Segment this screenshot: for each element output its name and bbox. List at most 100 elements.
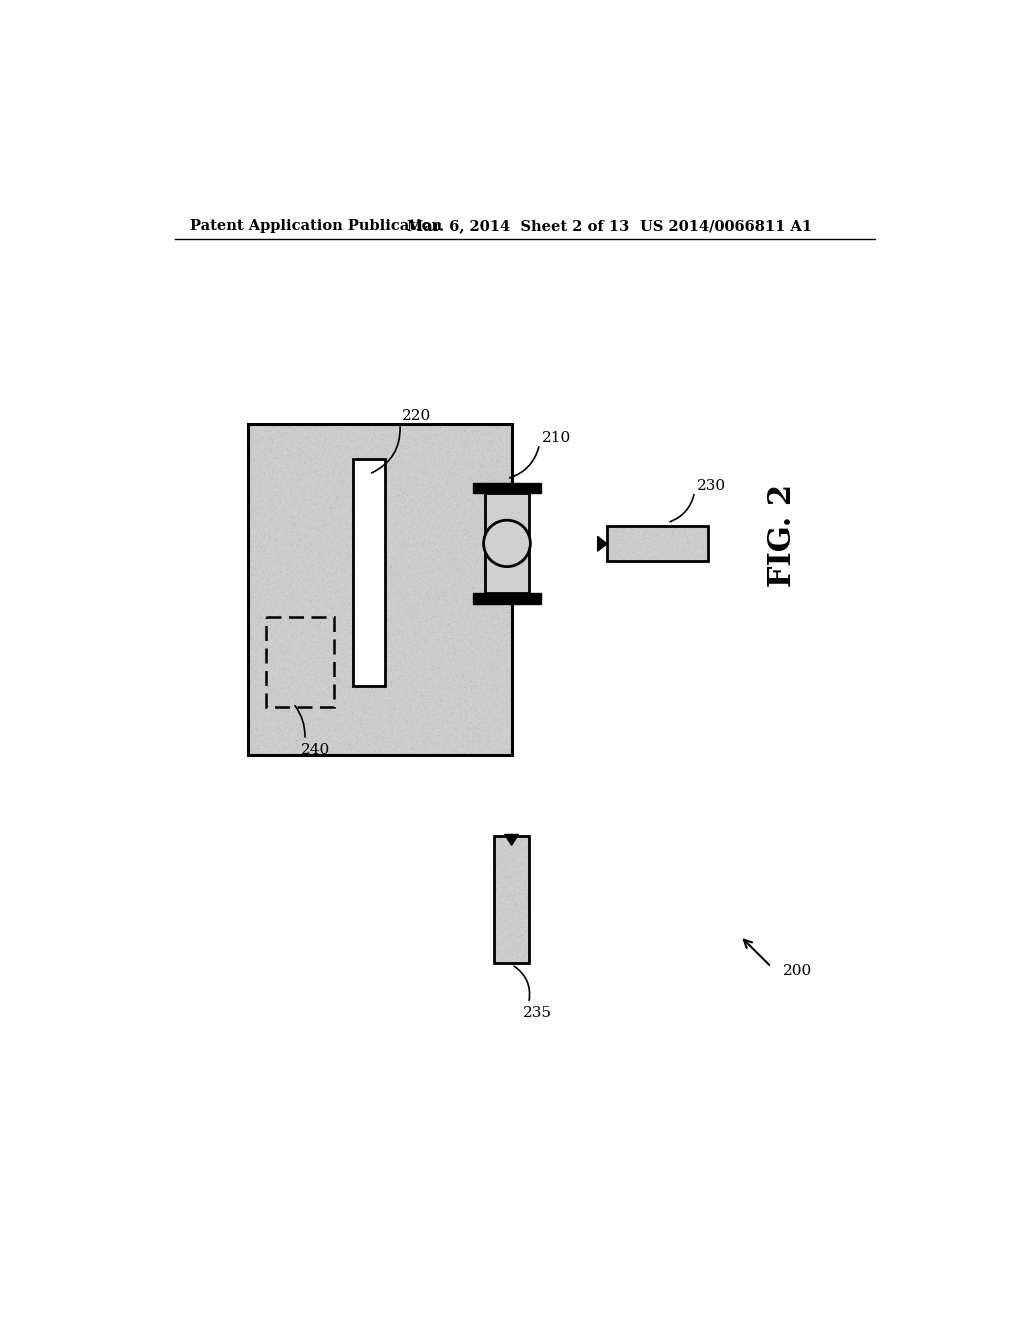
Point	[344, 496, 360, 517]
Point	[258, 475, 274, 496]
Point	[442, 729, 459, 750]
Point	[384, 454, 400, 475]
Point	[252, 651, 268, 672]
Point	[439, 640, 456, 661]
Point	[492, 659, 508, 680]
Point	[329, 454, 345, 475]
Point	[478, 507, 495, 528]
Point	[439, 663, 456, 684]
Point	[263, 675, 280, 696]
Point	[244, 486, 260, 507]
Point	[305, 475, 322, 496]
Point	[297, 413, 313, 434]
Point	[375, 645, 391, 667]
Point	[626, 520, 642, 541]
Point	[351, 717, 368, 738]
Point	[241, 500, 257, 521]
Point	[459, 521, 475, 543]
Point	[308, 611, 325, 632]
Point	[343, 470, 359, 491]
Point	[346, 605, 362, 626]
Point	[340, 577, 356, 598]
Point	[453, 668, 469, 689]
Point	[464, 521, 480, 543]
Point	[404, 442, 421, 463]
Point	[245, 491, 261, 512]
Point	[312, 690, 329, 711]
Point	[384, 660, 400, 681]
Point	[385, 487, 401, 508]
Point	[261, 529, 278, 550]
Point	[441, 632, 458, 653]
Point	[392, 453, 409, 474]
Point	[397, 495, 414, 516]
Point	[353, 656, 370, 677]
Point	[417, 430, 433, 451]
Point	[449, 718, 465, 739]
Point	[269, 459, 286, 480]
Point	[284, 451, 300, 473]
Point	[689, 536, 706, 557]
Point	[387, 651, 403, 672]
Point	[398, 574, 415, 595]
Point	[369, 471, 385, 492]
Point	[302, 677, 318, 698]
Point	[497, 913, 513, 935]
Point	[284, 506, 300, 527]
Point	[407, 668, 423, 689]
Point	[335, 446, 351, 467]
Point	[496, 847, 512, 869]
Point	[273, 682, 290, 704]
Point	[251, 708, 267, 729]
Point	[299, 577, 315, 598]
Point	[468, 630, 484, 651]
Point	[257, 428, 273, 449]
Point	[241, 631, 257, 652]
Point	[423, 684, 439, 705]
Point	[328, 636, 344, 657]
Point	[480, 581, 497, 602]
Point	[424, 541, 440, 562]
Point	[348, 574, 365, 595]
Point	[520, 846, 537, 867]
Point	[314, 540, 331, 561]
Point	[289, 680, 305, 701]
Point	[430, 539, 446, 560]
Point	[499, 673, 515, 694]
Point	[364, 453, 380, 474]
Point	[416, 496, 432, 517]
Point	[379, 657, 395, 678]
Point	[437, 478, 454, 499]
Point	[372, 667, 388, 688]
Point	[461, 544, 477, 565]
Point	[350, 730, 367, 751]
Point	[287, 647, 303, 668]
Point	[337, 660, 353, 681]
Point	[475, 642, 492, 663]
Point	[403, 492, 420, 513]
Point	[312, 602, 329, 623]
Point	[399, 467, 416, 488]
Point	[409, 715, 425, 737]
Point	[496, 591, 512, 612]
Point	[499, 564, 515, 585]
Point	[274, 717, 291, 738]
Point	[398, 623, 415, 644]
Point	[434, 528, 451, 549]
Point	[488, 846, 505, 867]
Point	[370, 653, 386, 675]
Bar	[494, 836, 529, 964]
Point	[255, 664, 271, 685]
Point	[335, 642, 351, 663]
Point	[373, 560, 389, 581]
Point	[410, 693, 426, 714]
Point	[499, 936, 515, 957]
Point	[312, 544, 329, 565]
Point	[411, 490, 427, 511]
Point	[269, 422, 286, 444]
Point	[451, 685, 467, 706]
Point	[513, 884, 529, 906]
Point	[315, 445, 332, 466]
Point	[373, 738, 389, 759]
Point	[472, 635, 488, 656]
